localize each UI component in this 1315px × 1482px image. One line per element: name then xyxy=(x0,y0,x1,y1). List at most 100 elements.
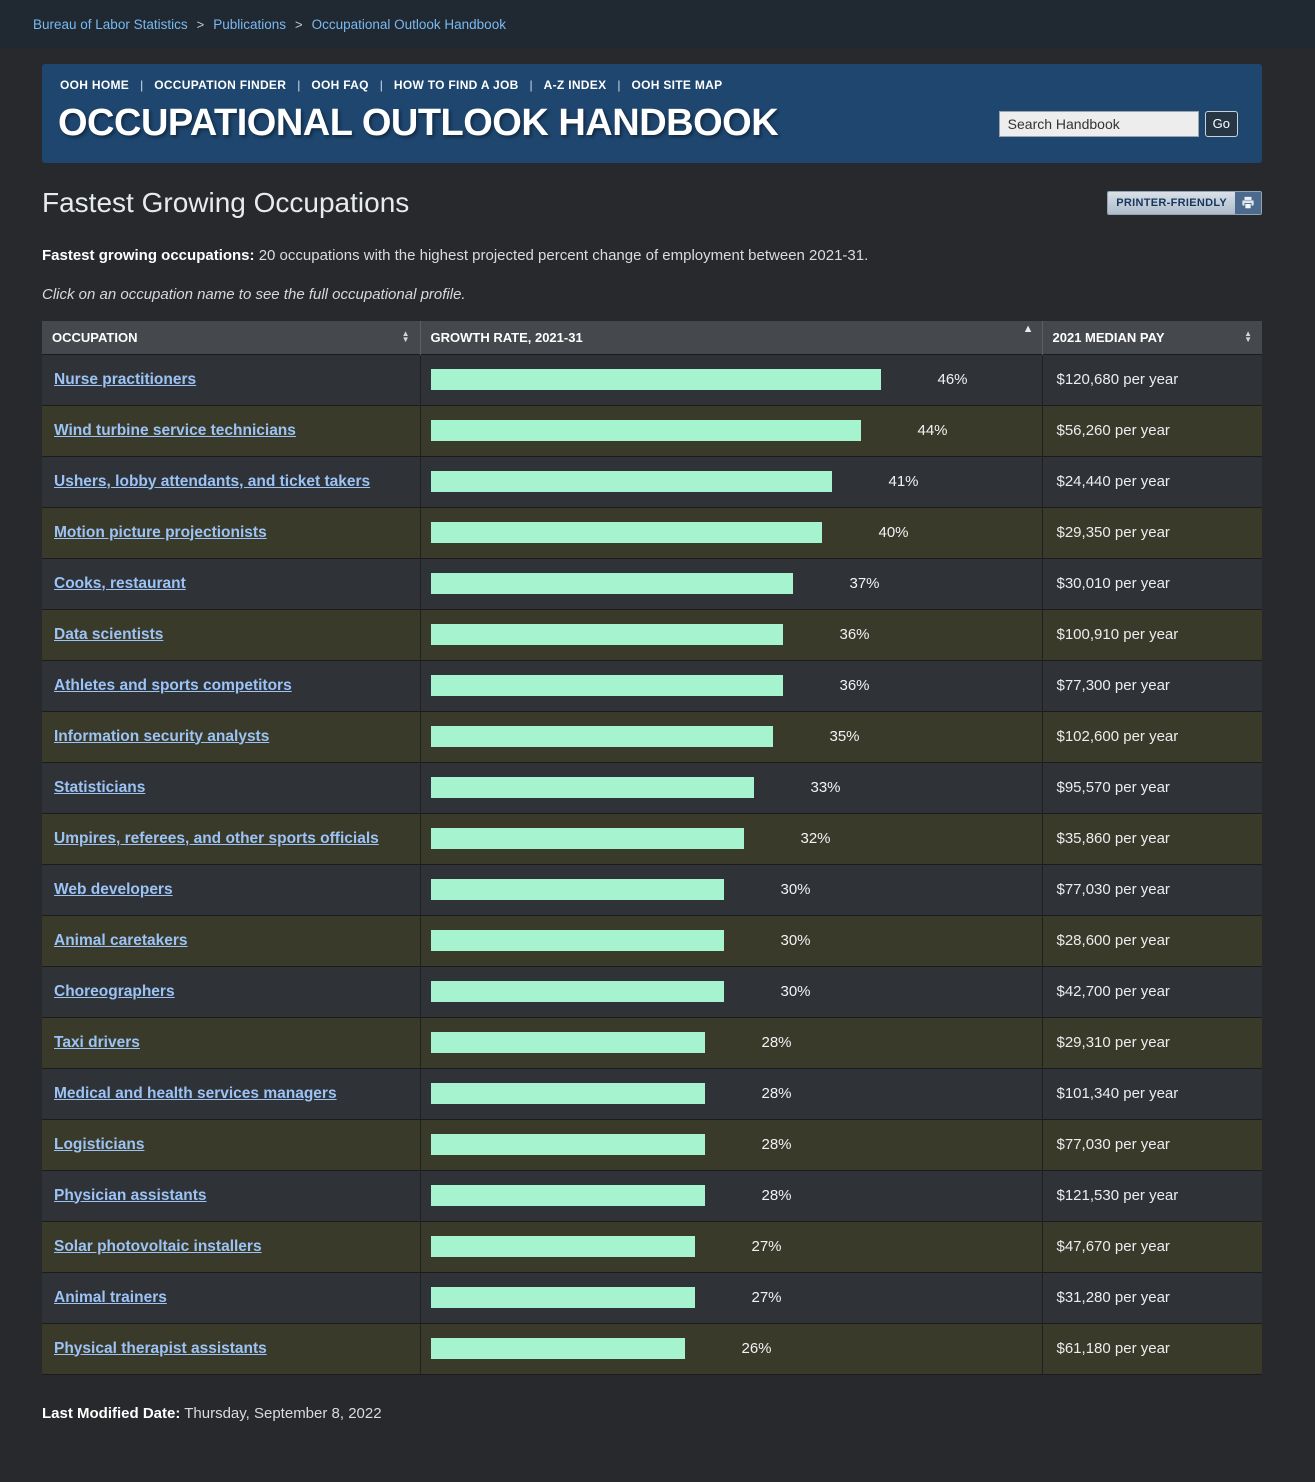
table-row: Umpires, referees, and other sports offi… xyxy=(42,812,1262,864)
table-header-row: OCCUPATION ▲ ▼ GROWTH RATE, 2021-31 ▲ 202… xyxy=(42,321,1262,354)
growth-bar xyxy=(430,471,832,492)
table-row: Animal trainers 27% $31,280 per year xyxy=(42,1271,1262,1323)
ooh-top-nav: OOH HOME | OCCUPATION FINDER | OOH FAQ |… xyxy=(58,78,1238,92)
growth-bar xyxy=(430,420,861,441)
median-pay-value: $30,010 per year xyxy=(1041,557,1262,609)
growth-bar xyxy=(430,879,724,900)
growth-percent-label: 26% xyxy=(741,1340,772,1357)
table-row: Wind turbine service technicians 44% $56… xyxy=(42,404,1262,456)
nav-separator: | xyxy=(379,78,383,92)
median-pay-value: $28,600 per year xyxy=(1041,914,1262,966)
occupation-link[interactable]: Logisticians xyxy=(54,1135,145,1153)
growth-percent-label: 30% xyxy=(780,932,811,949)
occupation-link[interactable]: Medical and health services managers xyxy=(54,1084,337,1102)
occupation-link[interactable]: Nurse practitioners xyxy=(54,370,197,388)
occupation-link[interactable]: Animal caretakers xyxy=(54,931,188,949)
last-modified-label: Last Modified Date: xyxy=(42,1404,181,1422)
median-pay-value: $102,600 per year xyxy=(1041,710,1262,762)
table-row: Web developers 30% $77,030 per year xyxy=(42,863,1262,915)
median-pay-value: $121,530 per year xyxy=(1041,1169,1262,1221)
growth-bar xyxy=(430,369,881,390)
table-body: Nurse practitioners 46% $120,680 per yea… xyxy=(42,353,1262,1375)
occupation-link[interactable]: Statisticians xyxy=(54,778,146,796)
median-pay-value: $56,260 per year xyxy=(1041,404,1262,456)
breadcrumb-link-ooh[interactable]: Occupational Outlook Handbook xyxy=(311,16,506,32)
median-pay-value: $47,670 per year xyxy=(1041,1220,1262,1272)
occupation-link[interactable]: Taxi drivers xyxy=(54,1033,140,1051)
intro-rest: 20 occupations with the highest projecte… xyxy=(254,247,869,264)
growth-bar xyxy=(430,981,724,1002)
nav-separator: | xyxy=(529,78,533,92)
median-pay-value: $77,030 per year xyxy=(1041,1118,1262,1170)
table-row: Statisticians 33% $95,570 per year xyxy=(42,761,1262,813)
growth-bar xyxy=(430,1287,695,1308)
search-go-button[interactable]: Go xyxy=(1204,110,1238,137)
table-row: Physician assistants 28% $121,530 per ye… xyxy=(42,1169,1262,1221)
occupation-link[interactable]: Data scientists xyxy=(54,625,164,643)
occupation-link[interactable]: Motion picture projectionists xyxy=(54,523,267,541)
nav-item-ooh-home[interactable]: OOH HOME xyxy=(60,78,130,92)
column-header-occupation[interactable]: OCCUPATION ▲ ▼ xyxy=(42,321,420,354)
nav-separator: | xyxy=(617,78,621,92)
growth-bar xyxy=(430,777,754,798)
occupation-link[interactable]: Physical therapist assistants xyxy=(54,1339,267,1357)
table-row: Animal caretakers 30% $28,600 per year xyxy=(42,914,1262,966)
nav-item-ooh-faq[interactable]: OOH FAQ xyxy=(311,78,369,92)
breadcrumb-link-bls[interactable]: Bureau of Labor Statistics xyxy=(33,16,188,32)
occupation-link[interactable]: Ushers, lobby attendants, and ticket tak… xyxy=(54,472,371,490)
printer-friendly-button[interactable]: PRINTER-FRIENDLY xyxy=(1107,191,1262,215)
occupation-link[interactable]: Choreographers xyxy=(54,982,175,1000)
breadcrumb: Bureau of Labor Statistics > Publication… xyxy=(0,0,1315,48)
ooh-header-panel: OOH HOME | OCCUPATION FINDER | OOH FAQ |… xyxy=(42,64,1262,163)
instruction-note: Click on an occupation name to see the f… xyxy=(42,286,466,303)
growth-percent-label: 36% xyxy=(839,677,870,694)
growth-bar xyxy=(430,522,822,543)
table-row: Nurse practitioners 46% $120,680 per yea… xyxy=(42,353,1262,405)
nav-item-az-index[interactable]: A-Z INDEX xyxy=(543,78,607,92)
column-label: 2021 MEDIAN PAY xyxy=(1052,329,1165,345)
ooh-banner-title: OCCUPATIONAL OUTLOOK HANDBOOK xyxy=(58,102,779,144)
growth-percent-label: 28% xyxy=(761,1085,792,1102)
nav-item-how-to-find-a-job[interactable]: HOW TO FIND A JOB xyxy=(393,78,519,92)
growth-percent-label: 30% xyxy=(780,983,811,1000)
handbook-search: Go xyxy=(998,110,1238,137)
table-row: Logisticians 28% $77,030 per year xyxy=(42,1118,1262,1170)
search-input[interactable] xyxy=(998,110,1199,137)
growth-percent-label: 28% xyxy=(761,1034,792,1051)
growth-percent-label: 41% xyxy=(888,473,919,490)
growth-bar xyxy=(430,1134,705,1155)
nav-item-occupation-finder[interactable]: OCCUPATION FINDER xyxy=(154,78,287,92)
growth-bar xyxy=(430,1185,705,1206)
fastest-growing-occupations-table: OCCUPATION ▲ ▼ GROWTH RATE, 2021-31 ▲ 202… xyxy=(42,321,1262,1375)
printer-icon xyxy=(1235,192,1261,214)
table-row: Ushers, lobby attendants, and ticket tak… xyxy=(42,455,1262,507)
nav-separator: | xyxy=(140,78,144,92)
column-header-median-pay[interactable]: 2021 MEDIAN PAY ▲ ▼ xyxy=(1041,321,1262,354)
occupation-link[interactable]: Cooks, restaurant xyxy=(54,574,186,592)
nav-item-ooh-site-map[interactable]: OOH SITE MAP xyxy=(631,78,723,92)
occupation-link[interactable]: Wind turbine service technicians xyxy=(54,421,296,439)
occupation-link[interactable]: Umpires, referees, and other sports offi… xyxy=(54,829,379,847)
occupation-link[interactable]: Solar photovoltaic installers xyxy=(54,1237,262,1255)
occupation-link[interactable]: Information security analysts xyxy=(54,727,270,745)
table-row: Taxi drivers 28% $29,310 per year xyxy=(42,1016,1262,1068)
median-pay-value: $77,030 per year xyxy=(1041,863,1262,915)
breadcrumb-link-publications[interactable]: Publications xyxy=(213,16,286,32)
median-pay-value: $101,340 per year xyxy=(1041,1067,1262,1119)
median-pay-value: $31,280 per year xyxy=(1041,1271,1262,1323)
growth-bar xyxy=(430,1236,695,1257)
occupation-link[interactable]: Physician assistants xyxy=(54,1186,207,1204)
sort-ascending-icon: ▲ xyxy=(1022,323,1034,335)
occupation-link[interactable]: Athletes and sports competitors xyxy=(54,676,292,694)
occupation-link[interactable]: Animal trainers xyxy=(54,1288,167,1306)
median-pay-value: $120,680 per year xyxy=(1041,353,1262,405)
growth-bar xyxy=(430,726,773,747)
growth-percent-label: 35% xyxy=(829,728,860,745)
median-pay-value: $35,860 per year xyxy=(1041,812,1262,864)
column-header-growth-rate[interactable]: GROWTH RATE, 2021-31 ▲ xyxy=(419,321,1042,354)
occupation-link[interactable]: Web developers xyxy=(54,880,173,898)
table-row: Solar photovoltaic installers 27% $47,67… xyxy=(42,1220,1262,1272)
median-pay-value: $77,300 per year xyxy=(1041,659,1262,711)
growth-percent-label: 44% xyxy=(917,422,948,439)
table-row: Information security analysts 35% $102,6… xyxy=(42,710,1262,762)
